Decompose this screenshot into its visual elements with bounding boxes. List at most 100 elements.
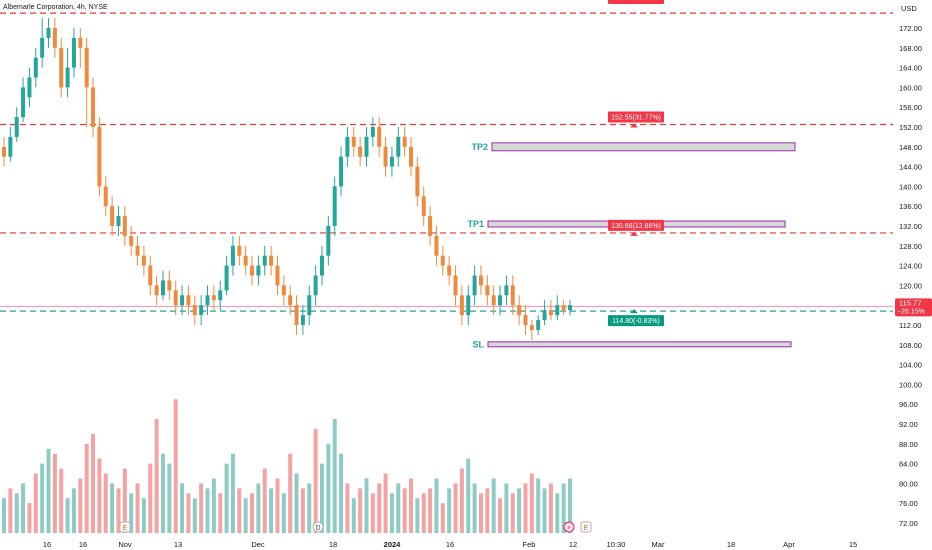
volume-bar [523, 483, 528, 533]
x-tick-label: 18 [329, 540, 337, 549]
volume-bar [84, 443, 89, 533]
volume-bar [8, 488, 13, 533]
candle-body [351, 136, 356, 147]
candle-body [33, 57, 38, 78]
candle-body [243, 255, 248, 266]
y-tick-label: 72.00 [899, 519, 918, 528]
candle-body [199, 305, 204, 316]
y-tick-label: 132.00 [899, 222, 922, 231]
candle-body [122, 216, 127, 236]
y-tick-label: 152.00 [899, 123, 922, 132]
volume-bar [33, 473, 38, 533]
candle-body [428, 216, 433, 236]
candle-body [358, 146, 363, 157]
volume-bar [326, 443, 331, 533]
volume-bar [148, 463, 153, 533]
volume-bar [52, 453, 57, 533]
candle-body [472, 275, 477, 296]
x-tick-label: Feb [523, 540, 536, 549]
volume-bar [370, 493, 375, 533]
volume-bar [364, 478, 369, 533]
volume-bar [275, 478, 280, 533]
candle-body [542, 310, 547, 321]
volume-bar [345, 483, 350, 533]
volume-bar [122, 468, 127, 533]
volume-bar [192, 498, 197, 533]
volume-bar [517, 488, 522, 533]
volume-bar [351, 498, 356, 533]
volume-bar [167, 463, 172, 533]
current-price-value: 115.77 [899, 298, 921, 307]
earnings-marker: E [123, 525, 128, 532]
candle-body [498, 295, 503, 306]
candle-body [440, 255, 445, 266]
volume-bar [415, 498, 420, 533]
volume-bar [396, 483, 401, 533]
candle-body [256, 265, 261, 276]
volume-bar [542, 488, 547, 533]
x-tick-label: 16 [446, 540, 454, 549]
dividend-marker-bg [312, 521, 324, 533]
candle-body [447, 265, 452, 276]
volume-bar [27, 503, 32, 533]
y-tick-label: 76.00 [899, 499, 918, 508]
candle-body [167, 280, 172, 291]
y-tick-label: 168.00 [899, 44, 922, 53]
candle-body [275, 265, 280, 286]
candle-body [78, 37, 83, 48]
candle-body [300, 315, 305, 325]
volume-bar [409, 478, 414, 533]
candle-body [555, 305, 560, 316]
candle-body [536, 320, 541, 330]
split-icon: ⚡ [567, 524, 572, 532]
volume-bar [262, 468, 267, 533]
candle-body [110, 206, 115, 226]
entry-badge-bg [608, 315, 664, 327]
x-tick-label: 15 [849, 540, 857, 549]
volume-bar [186, 493, 191, 533]
y-tick-label: 156.00 [899, 103, 922, 112]
candle-body [383, 146, 388, 167]
volume-bar [510, 493, 515, 533]
volume-bar [447, 488, 452, 533]
y-tick-label: 120.00 [899, 281, 922, 290]
volume-bar [440, 503, 445, 533]
volume-bar [97, 458, 102, 533]
candle-body [192, 305, 197, 316]
candle-body [434, 235, 439, 256]
candle-body [339, 156, 344, 187]
y-tick-label: 136.00 [899, 202, 922, 211]
candle-body [478, 275, 483, 286]
candle-body [421, 196, 426, 217]
candle-body [14, 117, 19, 137]
candle-body [548, 310, 553, 316]
x-tick-label: 18 [727, 540, 735, 549]
candle-body [211, 295, 216, 301]
candle-body [173, 290, 178, 306]
earnings-marker-2: E [584, 525, 589, 532]
volume-bar [40, 463, 45, 533]
volume-bar [243, 498, 248, 533]
volume-bar [218, 493, 223, 533]
y-tick-label: 128.00 [899, 242, 922, 251]
volume-bar [555, 493, 560, 533]
volume-bar [294, 473, 299, 533]
volume-bar [135, 483, 140, 533]
candle-body [52, 28, 57, 48]
candle-body [224, 265, 229, 291]
current-price-change: −26.15% [897, 308, 925, 315]
candle-body [281, 285, 286, 296]
candle-body [116, 216, 121, 226]
y-tick-label: 172.00 [899, 24, 922, 33]
top-badge-bg [608, 0, 664, 4]
volume-bar [129, 493, 134, 533]
candle-body [332, 186, 337, 226]
volume-bar [300, 488, 305, 533]
candle-body [71, 37, 76, 68]
volume-bar [491, 478, 496, 533]
tp2-arrow-icon [630, 123, 638, 128]
volume-bar [339, 453, 344, 533]
candle-body [377, 127, 382, 147]
candle-body [415, 166, 420, 197]
